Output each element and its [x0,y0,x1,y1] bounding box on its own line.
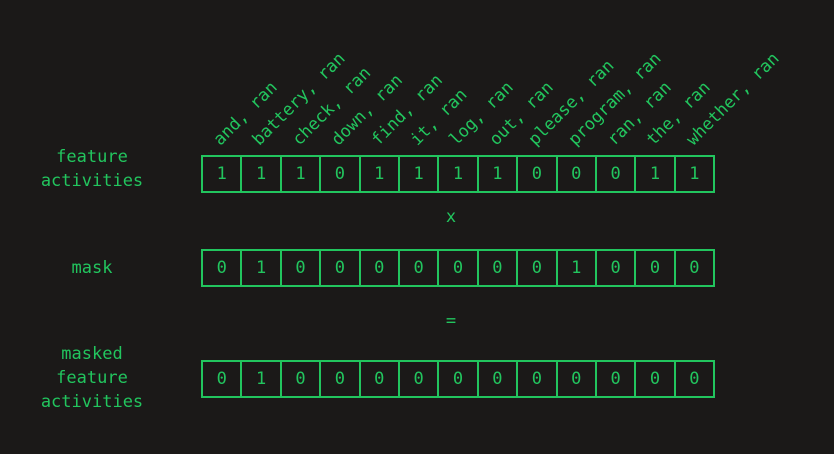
value-cell: 0 [597,251,637,285]
value-cell: 0 [203,362,243,396]
value-cell: 1 [676,157,716,191]
value-cell: 0 [676,362,716,396]
value-cell: 0 [439,251,479,285]
value-cell: 0 [636,251,676,285]
row-label-feature-activities: feature activities [20,145,164,193]
value-cell: 0 [518,362,558,396]
value-cell: 1 [242,157,282,191]
value-cell: 1 [558,251,597,285]
row-label-line: masked [61,344,123,364]
value-cell: 0 [479,362,519,396]
value-cell: 0 [597,157,637,191]
value-cell: 0 [518,157,558,191]
value-cell: 0 [282,251,322,285]
value-cell: 0 [518,251,558,285]
value-cell: 0 [676,251,716,285]
multiply-operator: x [445,207,457,227]
value-cell: 1 [242,251,282,285]
value-cell: 0 [400,251,440,285]
row-label-line: activities [40,392,144,412]
value-cell: 0 [282,362,322,396]
value-cell: 1 [242,362,282,396]
value-cell: 0 [321,362,361,396]
value-cell: 0 [400,362,440,396]
value-cell: 0 [558,157,597,191]
value-cell: 0 [203,251,243,285]
value-cell: 0 [479,251,519,285]
value-cell: 0 [636,362,676,396]
value-cell: 0 [558,362,597,396]
row-label-line: feature [56,368,128,388]
row-label-masked-feature-activities: masked feature activities [20,342,164,414]
value-cell: 0 [361,251,400,285]
value-cell: 0 [439,362,479,396]
row-label-line: feature [56,147,128,167]
value-cell: 0 [361,362,400,396]
row-label-line: activities [40,171,144,191]
value-cell: 1 [439,157,479,191]
equals-operator: = [445,311,457,331]
row-label-line: mask [71,258,113,278]
value-cell: 1 [282,157,322,191]
value-cell: 1 [636,157,676,191]
row-label-mask: mask [20,256,164,280]
value-cell: 1 [203,157,243,191]
value-cell: 1 [479,157,519,191]
value-cell: 1 [361,157,400,191]
value-cell: 0 [321,157,361,191]
value-cell: 0 [597,362,637,396]
value-cell: 0 [321,251,361,285]
value-cell: 1 [400,157,440,191]
